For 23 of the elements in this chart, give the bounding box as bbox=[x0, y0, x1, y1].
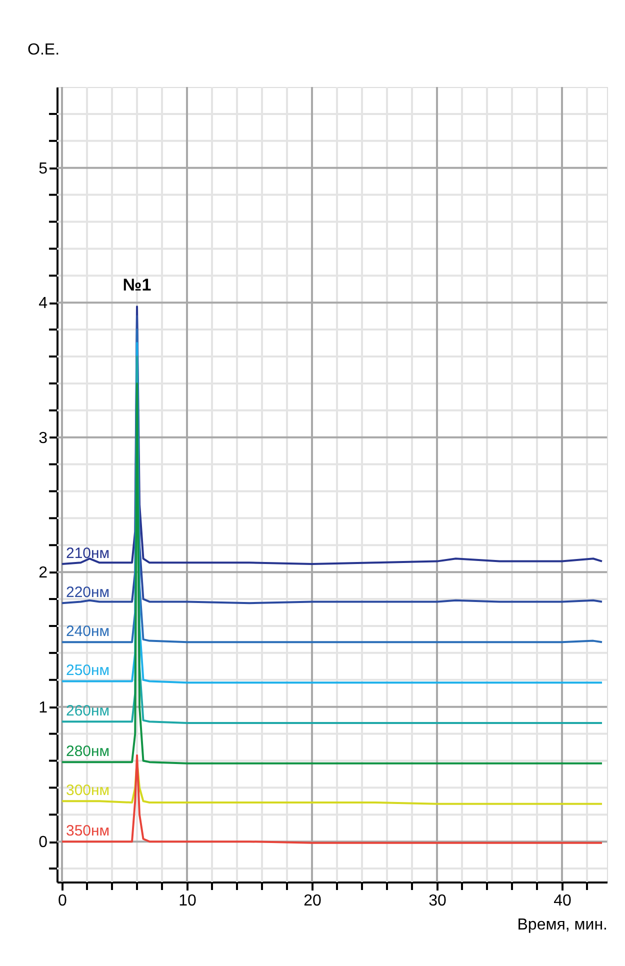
y-tick-label: 2 bbox=[38, 564, 48, 582]
x-tick-label: 30 bbox=[428, 892, 446, 910]
series-label: 240нм bbox=[66, 623, 110, 640]
y-tick-label: 0 bbox=[38, 834, 48, 852]
x-tick-label: 0 bbox=[58, 892, 68, 910]
y-axis-title: О.Е. bbox=[28, 42, 60, 58]
x-tick-label: 20 bbox=[304, 892, 322, 910]
y-tick-label: 3 bbox=[38, 430, 48, 447]
x-tick-label: 40 bbox=[554, 892, 572, 910]
x-axis-title: Время, мин. bbox=[517, 916, 608, 934]
annotation: №1 bbox=[122, 276, 152, 295]
series-label: 260нм bbox=[66, 702, 110, 720]
series-label: 280нм bbox=[66, 743, 110, 760]
x-tick-label: 10 bbox=[178, 892, 196, 910]
y-tick-label: 5 bbox=[38, 160, 48, 178]
series-label: 350нм bbox=[66, 822, 110, 840]
series-label: 250нм bbox=[66, 662, 110, 680]
y-tick-label: 4 bbox=[38, 295, 48, 312]
line-series bbox=[61, 382, 603, 764]
series-label: 300нм bbox=[66, 782, 110, 800]
y-tick-label: 1 bbox=[38, 699, 48, 716]
series-label: 220нм bbox=[66, 584, 110, 602]
series-label: 210нм bbox=[66, 545, 110, 562]
